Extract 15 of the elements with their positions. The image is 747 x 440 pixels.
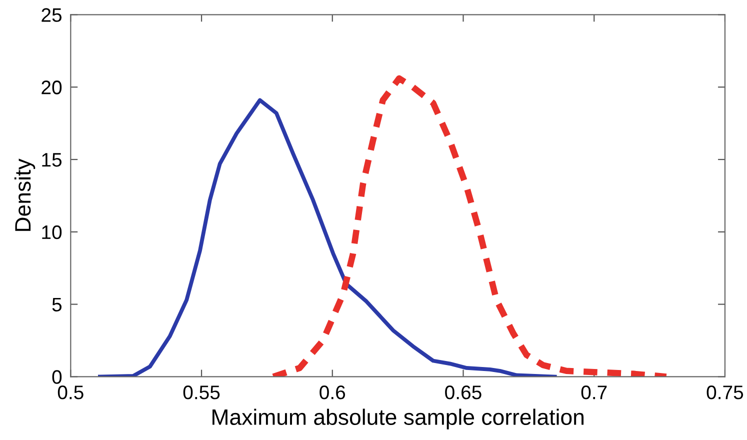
y-tick-label: 10 bbox=[42, 225, 62, 240]
x-tick-label: 0.5 bbox=[58, 386, 84, 400]
x-tick-label: 0.6 bbox=[320, 386, 346, 400]
x-tick-label: 0.75 bbox=[706, 386, 744, 400]
y-tick-label: 25 bbox=[42, 8, 62, 22]
x-tick-label: 0.55 bbox=[183, 386, 220, 400]
x-tick-label: 0.65 bbox=[445, 386, 482, 400]
y-tick-label: 0 bbox=[52, 370, 62, 384]
y-tick-label: 5 bbox=[52, 298, 62, 312]
x-tick-label: 0.7 bbox=[581, 386, 607, 400]
y-tick-label: 15 bbox=[42, 153, 62, 167]
y-axis-title: Density bbox=[14, 158, 36, 231]
line-series bbox=[98, 98, 557, 377]
y-tick-label: 20 bbox=[42, 80, 62, 94]
x-axis-title: Maximum absolute sample correlation bbox=[212, 408, 584, 430]
